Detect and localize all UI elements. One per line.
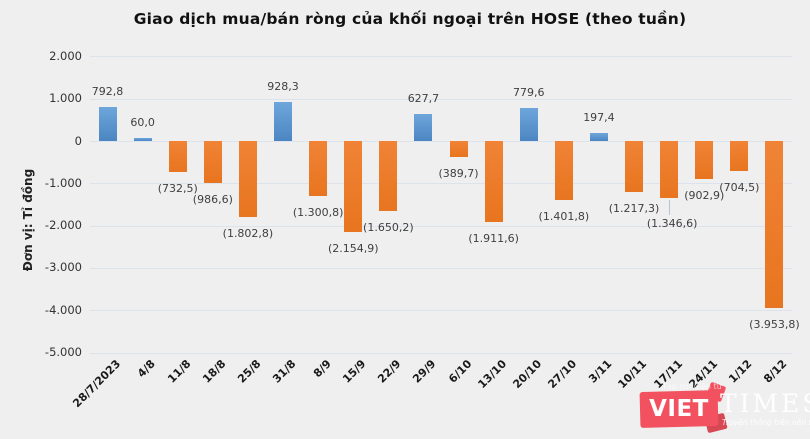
x-axis-tick-label: 13/10 (475, 357, 510, 391)
data-label: 779,6 (513, 86, 545, 100)
bar-15-9 (344, 141, 363, 233)
data-label: 928,3 (267, 79, 299, 93)
x-axis-tick-label: 22/9 (375, 357, 404, 386)
gridline (90, 183, 792, 185)
bar-8-9 (309, 141, 328, 197)
logo-viet-badge: VIET (639, 381, 728, 434)
bar-4-8 (133, 138, 152, 141)
data-label: (986,6) (192, 192, 233, 206)
y-axis-tick-label: -3.000 (44, 260, 82, 275)
gridline (90, 141, 792, 142)
bar-13-10 (484, 141, 503, 222)
data-label: 60,0 (130, 116, 155, 130)
data-label: (1.401,8) (538, 210, 590, 224)
bar-22-9 (379, 141, 398, 211)
x-axis-tick-label: 3/11 (586, 357, 615, 386)
data-label: (1.346,6) (646, 216, 698, 230)
bar-10-11 (625, 141, 644, 193)
x-axis-tick-label: 27/10 (545, 357, 580, 391)
bar-31-8 (274, 101, 293, 141)
data-label: (704,5) (719, 180, 760, 194)
gridline (90, 56, 792, 58)
data-label: 197,4 (583, 110, 615, 124)
bar-6-10 (449, 141, 468, 158)
gridline (90, 310, 792, 312)
bar-25-8 (238, 141, 257, 218)
viettimes-logo: Tạp chí điện tử VIET TIMES Truyền thông … (632, 381, 810, 438)
x-axis-tick-label: 31/8 (270, 357, 299, 386)
gridline (90, 352, 792, 354)
x-axis-tick-label: 18/8 (200, 357, 229, 386)
data-label: 627,7 (407, 92, 440, 106)
data-label: (1.650,2) (363, 220, 414, 234)
bar-29-9 (414, 114, 433, 141)
y-axis-tick-label: 2.000 (49, 48, 82, 63)
data-label: (1.300,8) (292, 206, 344, 220)
bar-3-11 (589, 132, 608, 141)
logo-tagline: Truyền thông trên nền tảng số (722, 418, 810, 427)
x-axis-tick-label: 6/10 (445, 357, 475, 386)
gridline (90, 98, 792, 100)
bar-11-8 (168, 141, 187, 172)
chart-title: Giao dịch mua/bán ròng của khối ngoại tr… (133, 10, 687, 28)
y-axis-tick-label: -5.000 (44, 345, 82, 359)
bar-27-10 (554, 141, 573, 201)
bar-1-12 (730, 141, 749, 171)
logo-viet-text: VIET (649, 396, 709, 422)
y-axis-tick-label: 0 (74, 133, 82, 148)
x-axis-tick-label: 15/9 (340, 357, 369, 386)
data-label: (1.802,8) (222, 227, 274, 241)
data-label: 792,8 (91, 85, 124, 99)
data-label: (1.911,6) (468, 231, 519, 245)
x-axis-tick-label: 20/10 (510, 357, 545, 391)
y-axis-tick-label: -4.000 (44, 302, 82, 317)
logo-times-text: TIMES (720, 389, 810, 418)
data-label: (902,9) (684, 189, 725, 203)
label-leader-line (669, 199, 671, 215)
x-axis-tick-label: 29/9 (410, 357, 439, 386)
data-label: (1.217,3) (608, 202, 660, 216)
bar-8-12 (765, 141, 784, 309)
data-label: (3.953,8) (749, 318, 800, 332)
data-label: (732,5) (157, 181, 198, 195)
data-label: (2.154,9) (327, 242, 379, 256)
x-axis-tick-label: 25/8 (235, 357, 264, 386)
bar-28-7-2023 (98, 107, 117, 141)
gridline (90, 225, 792, 227)
y-axis-tick-label: -1.000 (44, 175, 82, 190)
bar-20-10 (519, 108, 538, 141)
bar-18-8 (203, 141, 222, 183)
y-axis-tick-label: 1.000 (49, 91, 82, 106)
logo-small-text: Tạp chí điện tử (662, 382, 722, 391)
gridline (90, 267, 792, 269)
data-label: (389,7) (438, 167, 479, 181)
bar-17-11 (660, 141, 679, 198)
x-axis-tick-label: 8/9 (310, 357, 334, 381)
y-axis-tick-label: -2.000 (44, 218, 82, 233)
x-axis-tick-label: 4/8 (135, 357, 159, 381)
bar-24-11 (695, 141, 714, 180)
x-axis-tick-label: 28/7/2023 (70, 357, 124, 411)
x-axis-tick-label: 11/8 (164, 357, 194, 386)
